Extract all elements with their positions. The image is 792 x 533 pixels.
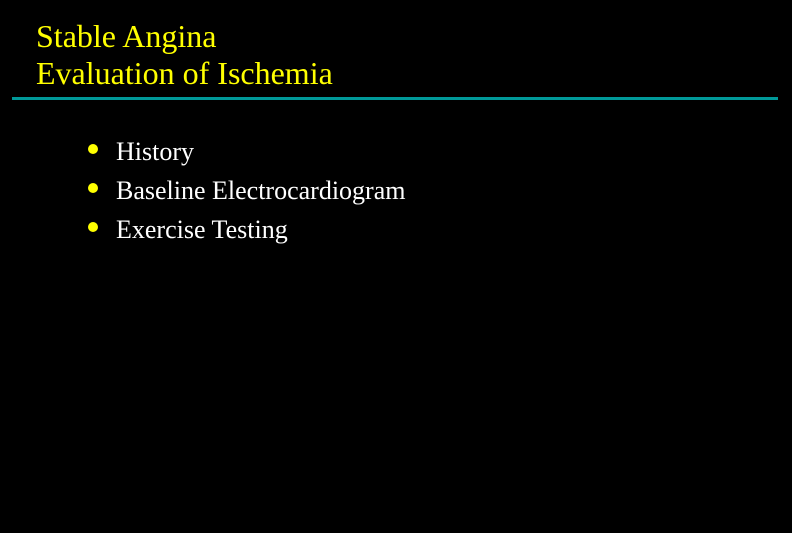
bullet-icon [88,222,98,232]
title-underline [12,97,778,100]
bullet-text: Exercise Testing [116,212,288,247]
bullet-text: History [116,134,194,169]
slide-title-block: Stable Angina Evaluation of Ischemia [0,0,792,92]
title-line-2: Evaluation of Ischemia [36,55,792,92]
list-item: History [88,134,792,169]
list-item: Exercise Testing [88,212,792,247]
list-item: Baseline Electrocardiogram [88,173,792,208]
bullet-text: Baseline Electrocardiogram [116,173,405,208]
bullet-icon [88,144,98,154]
bullet-icon [88,183,98,193]
bullet-list: History Baseline Electrocardiogram Exerc… [0,92,792,247]
title-line-1: Stable Angina [36,18,792,55]
